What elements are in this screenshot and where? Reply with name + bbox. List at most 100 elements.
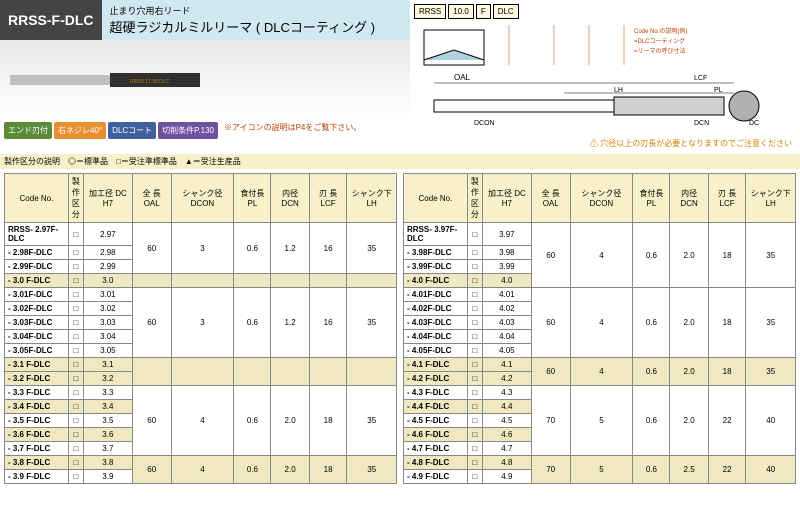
cell-oal: 70 (531, 456, 570, 484)
cell-mfg: □ (68, 400, 83, 414)
cell-oal: 60 (132, 456, 171, 484)
cell-mfg: □ (467, 344, 482, 358)
cell-lcf: 16 (309, 223, 347, 274)
cell-mfg: □ (467, 330, 482, 344)
cell-code: - 2.98F-DLC (5, 246, 69, 260)
cell-dc: 2.98 (83, 246, 132, 260)
cell-mfg: □ (467, 386, 482, 400)
cell-code: - 4.1 F-DLC (404, 358, 468, 372)
table-header: 内径 DCN (670, 174, 708, 223)
title-row: RRSS-F-DLC 止まり穴用右リード 超硬ラジカルミルリーマ ( DLCコー… (0, 0, 410, 40)
cell-code: - 3.1 F-DLC (5, 358, 69, 372)
legend-box: F (476, 4, 491, 19)
cell-mfg: □ (68, 386, 83, 400)
cell-mfg: □ (467, 260, 482, 274)
cell-code: - 3.0 F-DLC (5, 274, 69, 288)
table-header: 全 長 OAL (531, 174, 570, 223)
cell-pl (234, 358, 271, 386)
table-header: 製作区分 (467, 174, 482, 223)
cell-dc: 3.97 (482, 223, 531, 246)
cell-code: - 4.6 F-DLC (404, 428, 468, 442)
cell-dcn (271, 274, 309, 288)
cell-dc: 3.1 (83, 358, 132, 372)
product-title: 止まり穴用右リード 超硬ラジカルミルリーマ ( DLCコーティング ) (102, 0, 410, 40)
cell-mfg: □ (68, 316, 83, 330)
table-header: 食付長 PL (633, 174, 670, 223)
svg-text:DCON: DCON (474, 120, 495, 127)
cell-dc: 4.04 (482, 330, 531, 344)
cell-lcf: 18 (309, 456, 347, 484)
cell-oal: 60 (531, 288, 570, 358)
cell-lcf (309, 274, 347, 288)
cell-lcf: 18 (708, 223, 746, 288)
cell-pl (234, 274, 271, 288)
cell-lcf: 18 (708, 288, 746, 358)
cell-mfg: □ (68, 442, 83, 456)
cell-lh: 35 (746, 223, 796, 288)
cell-dcn (271, 358, 309, 386)
table-row: - 4.3 F-DLC□4.37050.62.02240 (404, 386, 796, 400)
cell-code: - 3.2 F-DLC (5, 372, 69, 386)
tech-diagram-svg: Code No.の説明(例) =DLCコーティング =リーマの呼び寸法 OAL … (414, 25, 784, 135)
cell-dcon: 4 (171, 386, 234, 456)
cell-pl: 0.6 (234, 456, 271, 484)
cell-mfg: □ (68, 223, 83, 246)
cell-lh: 35 (347, 288, 397, 358)
table-header: Code No. (404, 174, 468, 223)
table-header: シャンク径 DCON (171, 174, 234, 223)
cell-code: - 2.99F-DLC (5, 260, 69, 274)
cell-mfg: □ (68, 246, 83, 260)
cell-code: - 4.2 F-DLC (404, 372, 468, 386)
cell-code: - 3.5 F-DLC (5, 414, 69, 428)
header: RRSS-F-DLC 止まり穴用右リード 超硬ラジカルミルリーマ ( DLCコー… (0, 0, 800, 154)
cell-pl: 0.6 (234, 288, 271, 358)
cell-dc: 4.9 (482, 470, 531, 484)
table-row: - 3.8 F-DLC□3.86040.62.01835 (5, 456, 397, 470)
cell-dc: 3.6 (83, 428, 132, 442)
cell-pl: 0.6 (633, 386, 670, 456)
cell-mfg: □ (467, 223, 482, 246)
cell-oal: 60 (531, 358, 570, 386)
cell-mfg: □ (68, 358, 83, 372)
cell-dcon: 3 (171, 223, 234, 274)
cell-dcon (171, 358, 234, 386)
cell-dcn: 2.0 (271, 386, 309, 456)
badge: 右ネジレ40° (54, 122, 106, 139)
table-header: 刃 長 LCF (708, 174, 746, 223)
cell-dc: 2.97 (83, 223, 132, 246)
cell-mfg: □ (467, 372, 482, 386)
cell-pl: 0.6 (633, 456, 670, 484)
cell-code: - 4.04F-DLC (404, 330, 468, 344)
cell-code: - 4.05F-DLC (404, 344, 468, 358)
cell-mfg: □ (467, 456, 482, 470)
cell-mfg: □ (68, 428, 83, 442)
cell-oal: 60 (132, 223, 171, 274)
svg-text:Code No.の説明(例): Code No.の説明(例) (634, 27, 687, 35)
badge: エンド刃付 (4, 122, 52, 139)
table-header: Code No. (5, 174, 69, 223)
cell-mfg: □ (68, 274, 83, 288)
cell-mfg: □ (467, 414, 482, 428)
legend-box: 10.0 (448, 4, 474, 19)
cell-code: - 4.01F-DLC (404, 288, 468, 302)
cell-dc: 4.05 (482, 344, 531, 358)
cell-dc: 4.8 (482, 456, 531, 470)
svg-text:DCN: DCN (694, 120, 709, 127)
cell-mfg: □ (467, 470, 482, 484)
tables-container: Code No.製作区分加工径 DC H7全 長 OALシャンク径 DCON食付… (0, 169, 800, 488)
cell-lcf: 22 (708, 456, 746, 484)
cell-dcon: 5 (570, 386, 633, 456)
cell-dc: 4.5 (482, 414, 531, 428)
cell-mfg: □ (467, 302, 482, 316)
cell-mfg: □ (68, 302, 83, 316)
table-header: 加工径 DC H7 (83, 174, 132, 223)
cell-lcf (309, 358, 347, 386)
cell-mfg: □ (68, 344, 83, 358)
cell-pl: 0.6 (234, 386, 271, 456)
table-row: RRSS- 3.97F-DLC□3.976040.62.01835 (404, 223, 796, 246)
tool-image: RRSS 17.98 DLC (0, 40, 410, 120)
cell-dc: 3.2 (83, 372, 132, 386)
cell-mfg: □ (467, 246, 482, 260)
cell-dcon: 3 (171, 288, 234, 358)
cell-dc: 4.7 (482, 442, 531, 456)
